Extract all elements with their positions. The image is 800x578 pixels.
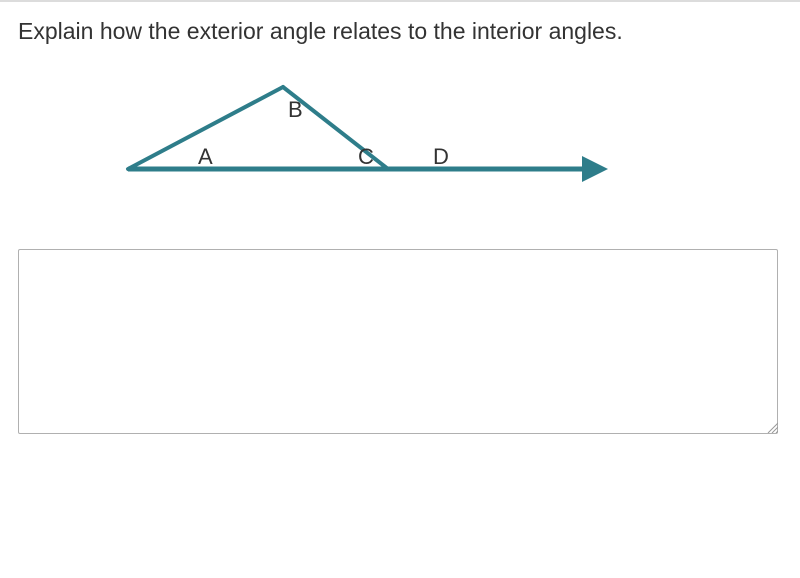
answer-textarea[interactable] — [18, 249, 778, 434]
label-c: C — [358, 144, 374, 169]
arrow-head-icon — [582, 156, 608, 182]
content-area: Explain how the exterior angle relates t… — [0, 2, 800, 439]
diagram-svg: A B C D — [88, 69, 628, 219]
label-d: D — [433, 144, 449, 169]
label-b: B — [288, 97, 303, 122]
question-text: Explain how the exterior angle relates t… — [18, 14, 782, 49]
label-a: A — [198, 144, 213, 169]
triangle-diagram: A B C D — [88, 69, 628, 219]
